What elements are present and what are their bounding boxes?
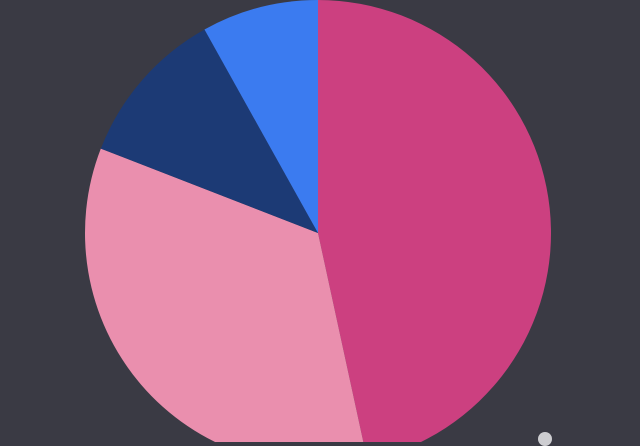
pie-slice-1	[318, 0, 551, 442]
pie-slice-3	[100, 29, 319, 234]
pie-slice-4	[204, 0, 318, 233]
watermark-logo-icon	[538, 432, 552, 446]
pie-slice-2	[85, 148, 364, 442]
